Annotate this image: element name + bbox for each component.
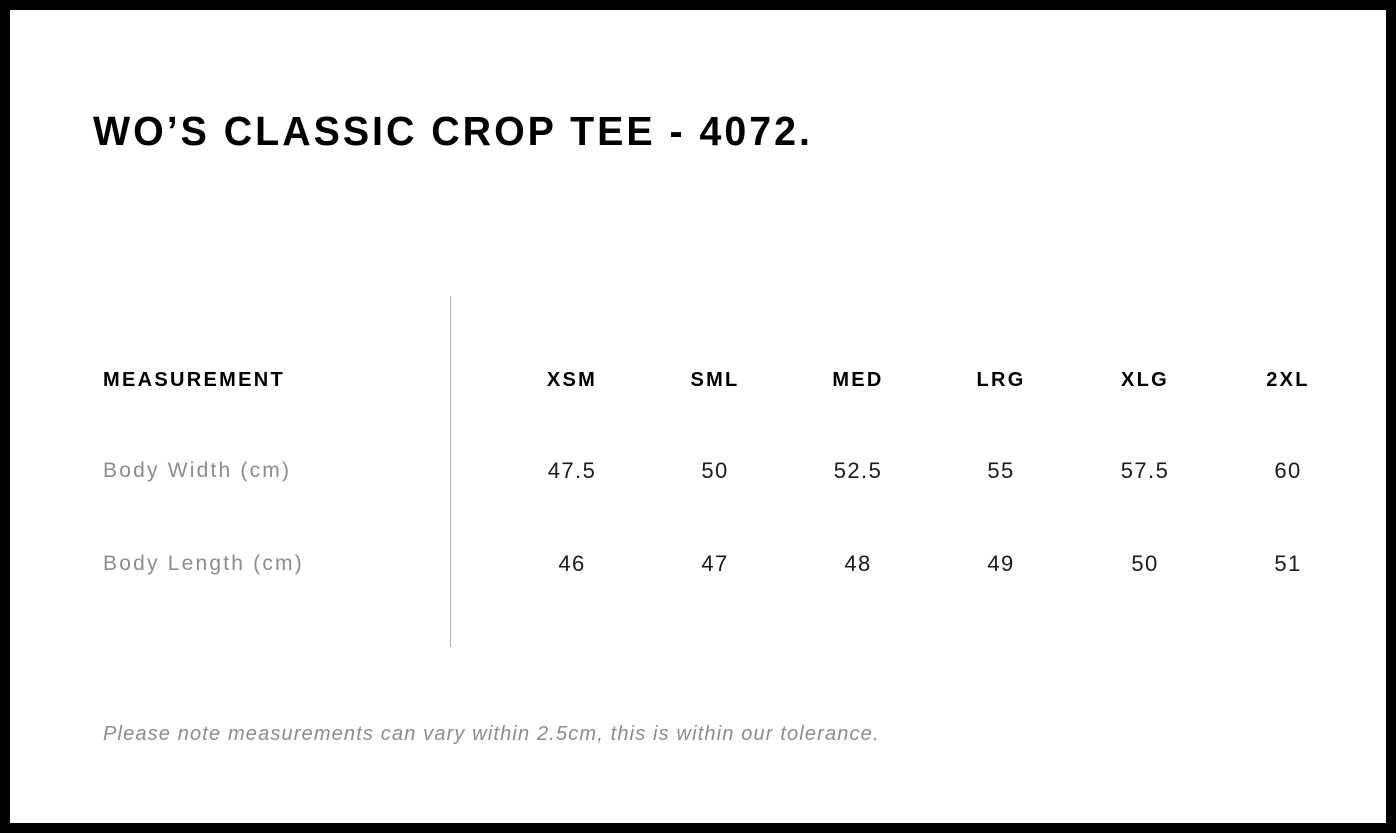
- cell-body-width-2xl: 60: [1274, 458, 1302, 483]
- cell-body-length-sml: 47: [701, 551, 729, 576]
- cell-body-width-xlg: 57.5: [1120, 458, 1170, 483]
- cell-body-length-lrg: 49: [987, 551, 1015, 576]
- table-header-row: MEASUREMENT XSM SML MED LRG XLG 2XL: [10, 360, 1386, 400]
- column-header-med: MED: [832, 369, 884, 391]
- cell-body-width-lrg: 55: [987, 458, 1015, 483]
- table-row: Body Length (cm) 46 47 48 49 50 51: [10, 544, 1386, 584]
- row-label-body-length: Body Length (cm): [103, 552, 304, 575]
- cell-body-length-xlg: 50: [1131, 551, 1159, 576]
- cell-body-width-sml: 50: [701, 458, 729, 483]
- cell-body-length-xsm: 46: [558, 551, 586, 576]
- page-title: WO’S CLASSIC CROP TEE - 4072.: [93, 108, 813, 154]
- column-header-measurement: MEASUREMENT: [103, 369, 285, 391]
- column-header-xsm: XSM: [546, 369, 598, 391]
- column-header-sml: SML: [690, 369, 740, 391]
- cell-body-width-xsm: 47.5: [547, 458, 597, 483]
- column-divider-line: [450, 296, 451, 647]
- column-header-lrg: LRG: [976, 369, 1026, 391]
- cell-body-length-2xl: 51: [1274, 551, 1302, 576]
- cell-body-length-med: 48: [844, 551, 872, 576]
- column-header-2xl: 2XL: [1266, 369, 1310, 391]
- column-header-xlg: XLG: [1120, 369, 1169, 391]
- tolerance-note: Please note measurements can vary within…: [103, 723, 880, 745]
- size-chart-table: MEASUREMENT XSM SML MED LRG XLG 2XL Body…: [10, 10, 1386, 823]
- table-row: Body Width (cm) 47.5 50 52.5 55 57.5 60: [10, 451, 1386, 491]
- row-label-body-width: Body Width (cm): [103, 459, 292, 482]
- cell-body-width-med: 52.5: [833, 458, 883, 483]
